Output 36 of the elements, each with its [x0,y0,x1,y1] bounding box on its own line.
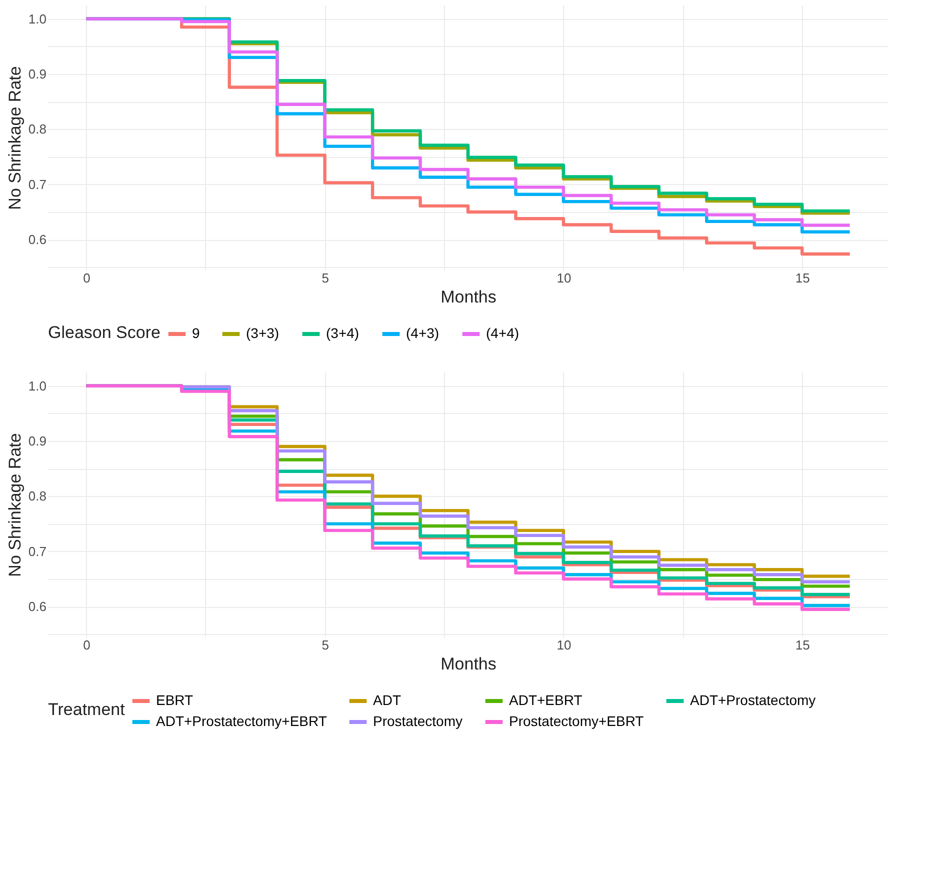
legend-label: Prostatectomy+EBRT [509,713,644,729]
x-tick-label: 15 [795,270,810,286]
y-tick-label: 1.0 [28,378,46,394]
x-tick-label: 10 [556,270,572,286]
legend-label: (3+4) [326,325,360,341]
y-tick-label: 0.7 [28,176,46,192]
y-tick-label: 0.6 [28,599,46,614]
legend-label: (3+3) [246,325,280,341]
legend-label: ADT+Prostatectomy+EBRT [156,713,328,729]
x-tick-label: 10 [556,638,572,652]
y-tick-label: 1.0 [28,11,46,26]
y-tick-label: 0.9 [28,66,46,82]
legend-label: Prostatectomy [373,713,462,729]
x-axis-title: Months [440,654,496,674]
x-tick-label: 15 [795,638,810,652]
x-tick-label: 0 [83,270,90,286]
legend-label: ADT [373,692,402,708]
y-tick-label: 0.7 [28,544,46,559]
x-tick-label: 5 [322,270,329,286]
legend-label: EBRT [156,692,194,708]
y-tick-label: 0.8 [28,122,46,137]
x-axis-title: Months [440,288,496,306]
legend-label: (4+3) [406,325,440,341]
legend-label: 9 [192,325,200,341]
legend-label: (4+4) [486,325,520,341]
x-tick-label: 0 [83,638,90,652]
x-tick-label: 5 [322,638,329,652]
y-axis-title: No Shrinkage Rate [5,66,24,210]
y-tick-label: 0.9 [28,434,46,449]
legend-label: ADT+EBRT [509,692,583,708]
y-tick-label: 0.8 [28,488,46,504]
legend-title: Treatment [48,700,126,719]
y-axis-title: No Shrinkage Rate [5,433,24,577]
legend-title: Gleason Score [48,323,160,342]
legend-label: ADT+Prostatectomy [690,692,816,708]
y-tick-label: 0.6 [28,232,46,248]
